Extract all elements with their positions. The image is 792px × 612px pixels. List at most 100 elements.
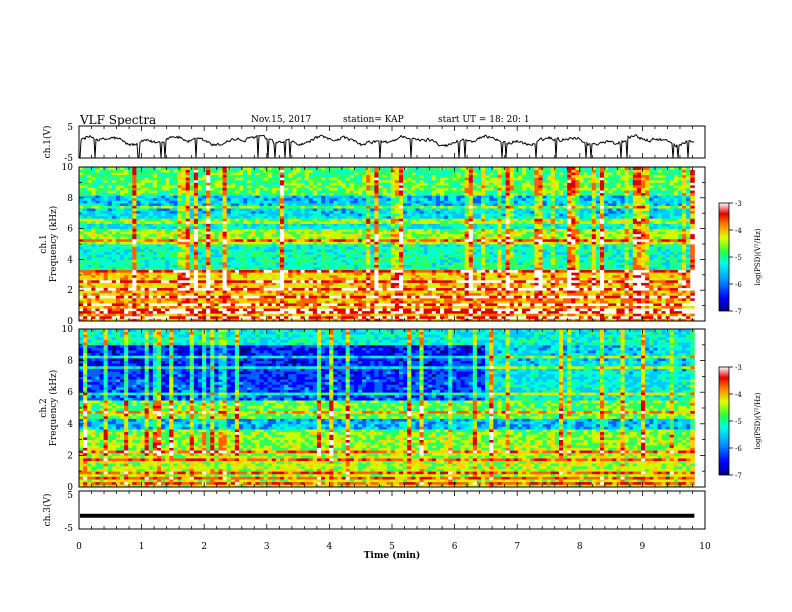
spectrogram-cell [271, 231, 277, 235]
spectrogram-cell [292, 261, 297, 265]
spectrogram-cell [390, 267, 396, 271]
spectrogram-cell [292, 190, 297, 194]
spectrogram-cell [353, 318, 359, 322]
spectrogram-cell [398, 244, 404, 247]
spectrogram-cell [124, 261, 129, 265]
spectrogram-cell [156, 241, 162, 245]
spectrogram-cell [398, 246, 404, 250]
spectrogram-cell [169, 241, 174, 245]
spectrogram-cell [366, 259, 371, 263]
spectrogram-cell [107, 300, 113, 304]
spectrogram-cell [95, 179, 100, 183]
spectrogram-cell [120, 259, 125, 263]
spectrogram-cell [214, 169, 219, 173]
spectrogram-cell [374, 313, 379, 317]
spectrogram-cell [144, 264, 150, 268]
spectrogram-cell [218, 272, 223, 276]
spectrogram-cell [79, 200, 84, 204]
spectrogram-cell [91, 264, 96, 268]
spectrogram-cell [304, 295, 310, 299]
spectrogram-cell [83, 177, 88, 181]
ch1-waveform-line [79, 134, 695, 159]
spectrogram-cell [378, 208, 383, 212]
spectrogram-cell [304, 213, 310, 217]
spectrogram-cell [218, 208, 223, 212]
spectrogram-cell [214, 285, 219, 289]
spectrogram-cell [263, 177, 269, 181]
spectrogram-cell [255, 241, 260, 245]
spectrogram-cell [296, 184, 301, 188]
spectrogram-cell [107, 261, 113, 265]
spectrogram-cell [333, 297, 338, 301]
spectrogram-cell [202, 208, 207, 212]
spectrogram-cell [243, 236, 248, 240]
spectrogram-cell [321, 195, 326, 199]
spectrogram-cell [394, 238, 400, 242]
spectrogram-cell [251, 205, 256, 209]
spectrogram-cell [304, 277, 310, 281]
spectrogram-cell [132, 200, 137, 204]
spectrogram-cell [296, 241, 301, 245]
spectrogram-cell [185, 187, 191, 191]
spectrogram-cell [247, 249, 252, 253]
spectrogram-cell [161, 174, 166, 178]
spectrogram-cell [271, 274, 277, 278]
spectrogram-cell [337, 264, 342, 268]
spectrogram-cell [300, 169, 306, 173]
spectrogram-cell [321, 233, 326, 237]
spectrogram-cell [132, 303, 137, 306]
spectrogram-cell [357, 315, 363, 319]
spectrogram-cell [403, 287, 408, 291]
spectrogram-cell [341, 169, 347, 173]
spectrogram-cell [189, 169, 195, 173]
spectrogram-cell [263, 184, 269, 188]
spectrogram-cell [390, 264, 396, 268]
spectrogram-cell [111, 167, 117, 170]
spectrogram-cell [79, 318, 84, 322]
spectrogram-cell [312, 179, 318, 183]
spectrogram-cell [325, 215, 330, 219]
spectrogram-cell [349, 205, 355, 209]
spectrogram-cell [152, 197, 158, 201]
spectrogram-cell [169, 300, 174, 304]
spectrogram-cell [115, 256, 121, 260]
spectrogram-cell [95, 233, 100, 237]
spectrogram-cell [382, 272, 388, 276]
spectrogram-cell [394, 287, 400, 291]
spectrogram-cell [321, 300, 326, 304]
spectrogram-cell [284, 218, 289, 222]
spectrogram-cell [95, 177, 100, 181]
spectrogram-cell [234, 287, 240, 291]
spectrogram-cell [140, 228, 146, 232]
spectrogram-cell [374, 195, 379, 199]
spectrogram-cell [403, 228, 408, 232]
spectrogram-cell [370, 308, 375, 312]
spectrogram-cell [337, 226, 342, 229]
spectrogram-cell [111, 192, 117, 196]
spectrogram-cell [165, 187, 170, 191]
spectrogram-cell [181, 274, 187, 278]
spectrogram-cell [337, 305, 342, 309]
spectrogram-cell [169, 208, 174, 212]
spectrogram-cell [284, 228, 289, 232]
spectrogram-cell [386, 213, 392, 217]
spectrogram-cell [374, 292, 379, 296]
spectrogram-cell [128, 295, 133, 299]
spectrogram-cell [238, 192, 244, 196]
spectrogram-cell [357, 177, 363, 181]
spectrogram-cell [353, 295, 359, 299]
spectrogram-cell [210, 182, 215, 186]
spectrogram-cell [226, 308, 232, 312]
spectrogram-cell [288, 315, 293, 319]
spectrogram-cell [251, 310, 256, 314]
spectrogram-cell [148, 197, 154, 201]
spectrogram-cell [115, 184, 121, 188]
spectrogram-cell [403, 297, 408, 301]
spectrogram-cell [292, 167, 297, 170]
spectrogram-cell [316, 197, 322, 201]
spectrogram-cell [280, 238, 285, 242]
spectrogram-cell [202, 254, 207, 258]
spectrogram-cell [91, 192, 96, 196]
spectrogram-cell [152, 305, 158, 309]
spectrogram-cell [193, 292, 199, 296]
